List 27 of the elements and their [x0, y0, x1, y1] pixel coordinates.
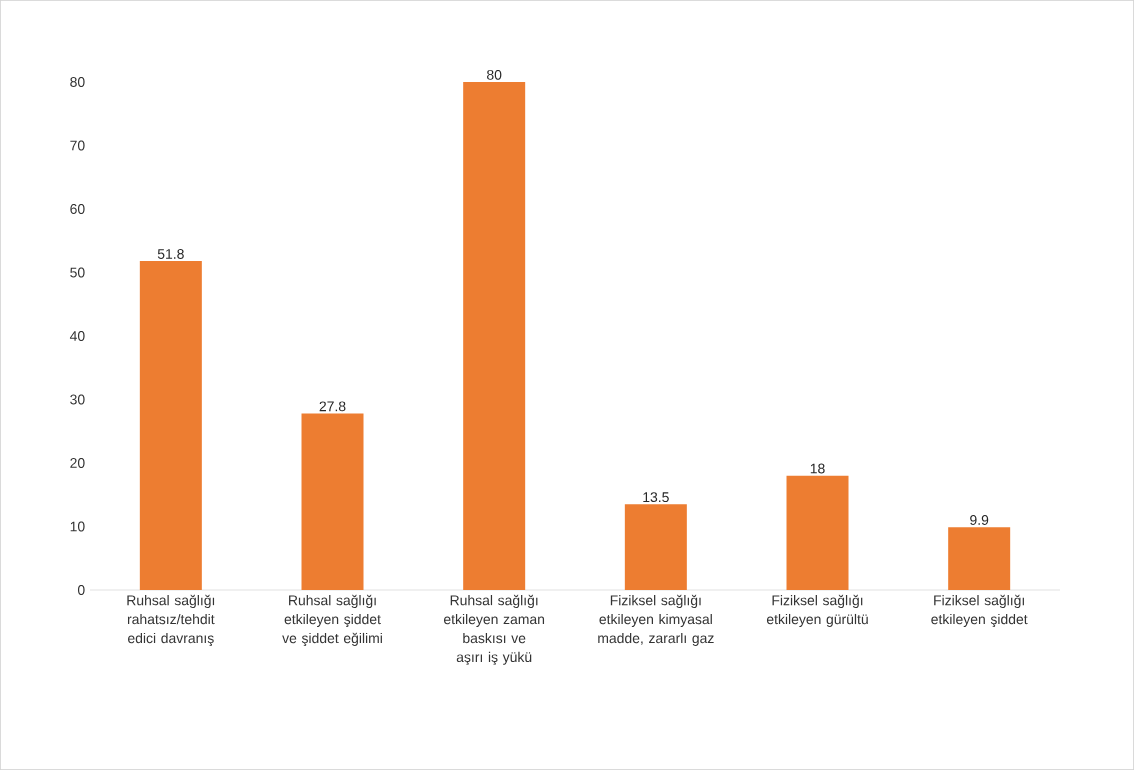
bar: [948, 527, 1011, 590]
data-label: 9.9: [970, 515, 989, 525]
x-tick-label: Fiziksel sağlığı etkileyen gürültü: [766, 594, 868, 627]
y-tick-label: 20: [70, 458, 85, 468]
data-label: 18: [810, 463, 825, 474]
y-tick-label: 70: [70, 140, 85, 151]
data-label: 80: [487, 69, 502, 80]
y-tick-label: 50: [70, 267, 85, 278]
y-tick-label: 80: [70, 77, 85, 87]
data-label: 27.8: [319, 401, 346, 412]
bar: [301, 413, 364, 590]
y-tick-label: 40: [69, 331, 85, 341]
y-tick-label: 30: [70, 394, 85, 405]
x-tick-label: Ruhsal sağlığı rahatsız/tehdit edici davranış: [127, 594, 215, 646]
x-tick-label: Ruhsal sağlığı etkileyen şiddet ve şiddet eğilimi: [282, 594, 382, 646]
y-tick-label: 60: [70, 204, 85, 214]
x-tick-label: Fiziksel sağlığı etkileyen kimyasal madde, zararlı gaz: [598, 594, 714, 646]
bar: [786, 475, 849, 590]
y-tick-label: 0: [77, 585, 85, 595]
x-tick-label: Fiziksel sağlığı etkileyen şiddet: [931, 594, 1028, 628]
bar: [139, 261, 202, 590]
bar: [624, 504, 687, 590]
x-tick-label: Ruhsal sağlığı etkileyen zaman baskısı ve aşırı iş yükü: [443, 594, 545, 665]
y-tick-label: 10: [70, 521, 85, 532]
data-label: 13.5: [643, 492, 669, 503]
bar: [463, 82, 526, 590]
data-label: 51.8: [157, 248, 184, 259]
